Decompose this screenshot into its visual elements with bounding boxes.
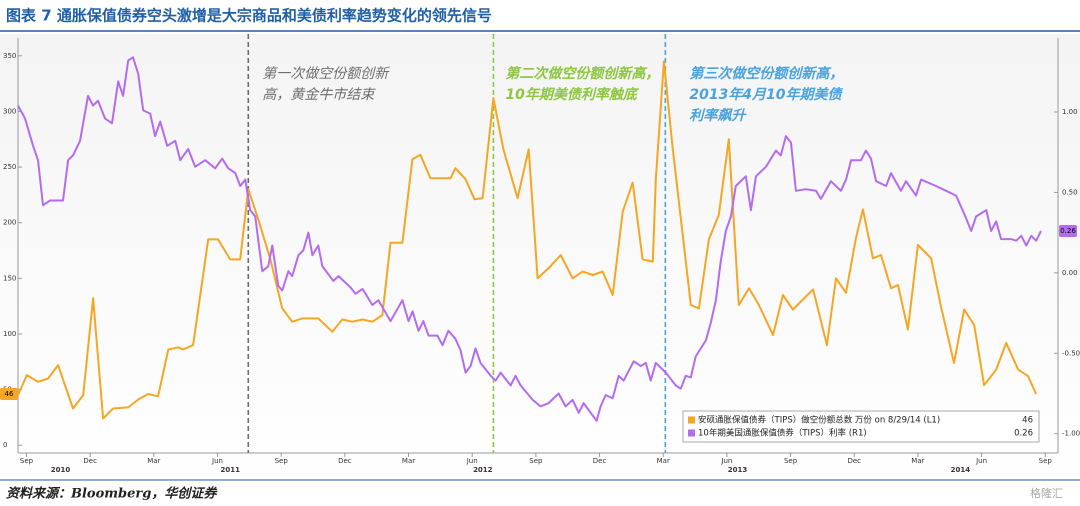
y-tick-label: 350 [3,52,16,60]
end-badge-label: 0.26 [1060,227,1076,235]
x-tick-label: Dec [338,457,352,465]
end-badge-label: 46 [5,390,14,398]
x-tick-label: Mar [911,457,924,465]
x-tick-label: Dec [83,457,97,465]
year-label: 2010 [51,466,71,474]
x-tick-label: Dec [847,457,861,465]
y-tick-label: 150 [3,274,16,282]
end-badge [1059,225,1077,238]
y2-tick-label: -0.50 [1062,349,1080,357]
y-tick-label: 100 [3,330,16,338]
annotation: 第二次做空份额创新高， [505,65,659,82]
legend-swatch [688,416,695,424]
legend-value: 46 [1022,416,1033,426]
x-tick-label: Mar [402,457,415,465]
annotation: 第一次做空份额创新 [262,66,390,82]
x-tick-label: Jun [975,457,987,465]
series-line [17,60,1038,420]
legend-swatch [688,429,695,437]
series-line [17,56,1042,422]
annotation: 高，黄金牛市结束 [262,87,376,103]
x-tick-label: Mar [147,457,160,465]
year-label: 2014 [951,466,971,474]
y2-tick-label: 0.00 [1062,269,1078,277]
x-tick-label: Jun [720,457,732,465]
year-label: 2012 [473,466,493,474]
legend-label: 安硕通胀保值债券（TIPS）做空份额总数 万份 on 8/29/14 (L1) [698,415,940,426]
x-tick-label: Jun [466,457,478,465]
watermark: 格隆汇 [1030,486,1063,500]
plot-background [0,34,1080,478]
y2-tick-label: 0.50 [1062,188,1078,196]
x-tick-label: Sep [1039,457,1053,465]
chart-title: 图表 7 通胀保值债券空头激增是大宗商品和美债利率趋势变化的领先信号 [6,7,492,25]
annotation: 第三次做空份额创新高， [689,65,843,82]
x-tick-label: Mar [657,457,670,465]
x-tick-label: Sep [784,457,798,465]
x-tick-label: Dec [593,457,607,465]
legend-value: 0.26 [1014,429,1033,439]
y2-tick-label: 1.00 [1062,108,1078,116]
x-tick-label: Sep [529,457,543,465]
annotation: 利率飙升 [689,107,747,124]
y2-tick-label: -1.00 [1062,430,1080,438]
x-tick-label: Jun [211,457,223,465]
source-note: 资料来源：Bloomberg，华创证券 [6,486,218,502]
y-tick-label: 250 [3,163,16,171]
annotation: 10年期美债利率触底 [505,86,639,103]
annotation: 2013年4月10年期美债 [689,86,843,103]
y-tick-label: 200 [3,219,16,227]
legend-box [682,410,1040,443]
legend-label: 10年期美国通胀保值债券（TIPS）利率 (R1) [698,428,867,439]
y-tick-label: 300 [3,107,16,115]
year-label: 2013 [728,466,748,474]
end-badge [0,388,18,401]
x-tick-label: Sep [275,457,289,465]
x-tick-label: Sep [20,457,34,465]
y-tick-label: 0 [3,441,7,449]
year-label: 2011 [221,466,241,474]
